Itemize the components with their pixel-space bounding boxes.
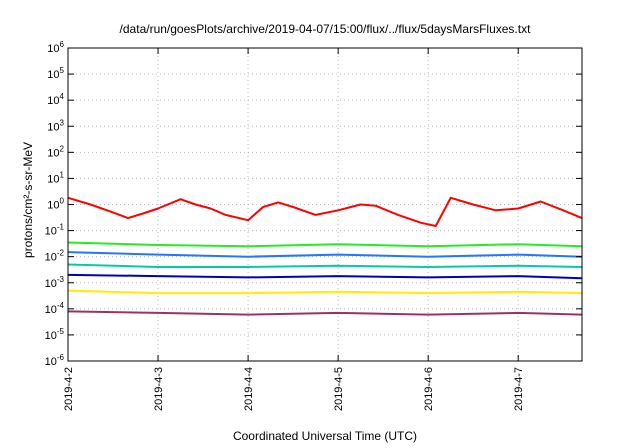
chart-title: /data/run/goesPlots/archive/2019-04-07/1…: [120, 22, 532, 36]
x-tick-label: 2019-4-7: [513, 367, 525, 411]
y-axis-ticks: 10-6 10-5 10-4 10-3 10-2 10-1 100 101 102 103 104 1…: [45, 40, 582, 368]
y-tick-label: 104: [47, 92, 64, 107]
x-tick-label: 2019-4-4: [243, 367, 255, 411]
y-tick-label: 106: [47, 40, 64, 55]
series-line: [67, 273, 583, 280]
y-axis-label: protons/cm²-s-sr-MeV: [21, 142, 35, 258]
series-line: [67, 310, 583, 316]
y-tick-label: 100: [47, 197, 64, 212]
x-axis-label: Coordinated Universal Time (UTC): [233, 429, 417, 443]
y-tick-label: 10-4: [45, 301, 65, 316]
y-tick-label: 10-2: [45, 249, 65, 264]
x-tick-label: 2019-4-2: [63, 367, 75, 411]
series-line: [67, 251, 583, 258]
y-tick-label: 101: [47, 170, 64, 185]
x-tick-label: 2019-4-5: [333, 367, 345, 411]
y-tick-label: 105: [47, 66, 64, 81]
series-layer: [67, 196, 583, 316]
grid: [67, 47, 582, 362]
y-tick-label: 102: [47, 144, 64, 159]
series-line: [67, 196, 583, 227]
series-line: [67, 241, 583, 248]
series-line: [67, 263, 583, 268]
series-line: [67, 289, 583, 295]
y-tick-label: 103: [47, 118, 64, 133]
y-tick-label: 10-5: [45, 327, 65, 342]
y-tick-label: 10-1: [45, 223, 65, 238]
x-tick-label: 2019-4-3: [153, 367, 165, 411]
x-tick-label: 2019-4-6: [423, 367, 435, 411]
y-tick-label: 10-3: [45, 275, 65, 290]
y-tick-label: 10-6: [45, 353, 65, 368]
x-axis-ticks: 2019-4-2 2019-4-3 2019-4-4 2019-4-5 2019-4-6…: [63, 48, 525, 411]
